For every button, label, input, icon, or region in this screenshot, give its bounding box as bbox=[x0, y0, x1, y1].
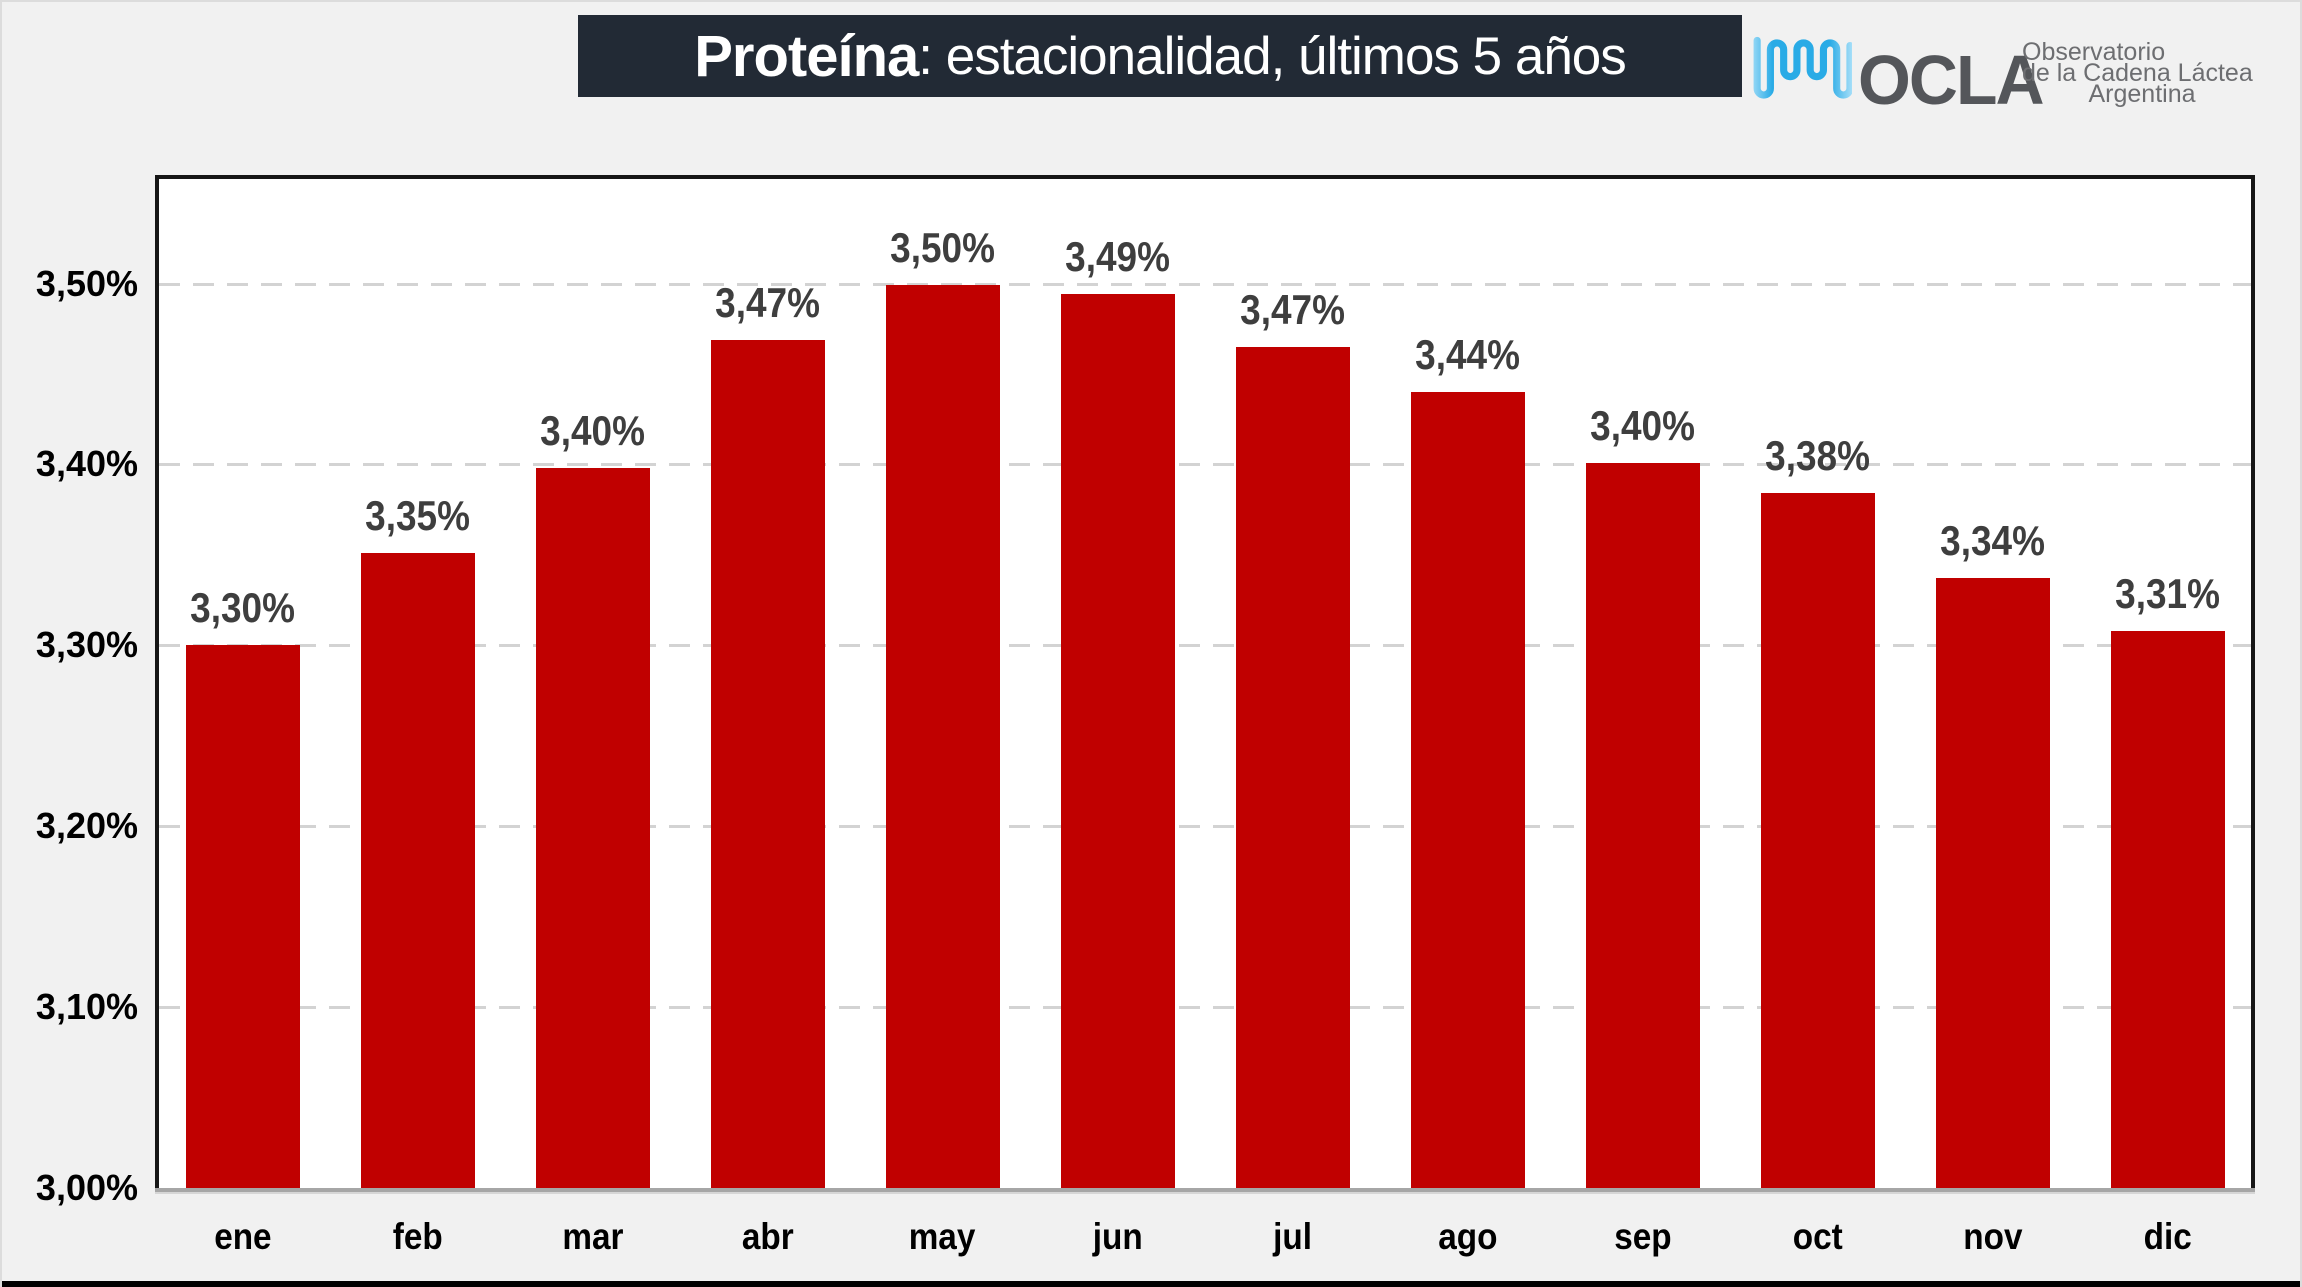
bar-ene bbox=[185, 645, 300, 1188]
bar-chart-plot-area bbox=[155, 175, 2255, 1188]
x-axis-tick-label-may: may bbox=[909, 1216, 976, 1257]
bottom-divider bbox=[2, 1281, 2300, 1287]
gridline-3,50% bbox=[159, 282, 2251, 286]
x-axis-tick-label-abr: abr bbox=[741, 1216, 794, 1257]
bar-value-label-dic: 3,31% bbox=[2115, 569, 2220, 617]
y-axis-tick-label: 3,30% bbox=[35, 624, 138, 666]
tagline-line-2: de la Cadena Láctea bbox=[2022, 59, 2253, 87]
bar-value-label-mar: 3,40% bbox=[540, 407, 645, 455]
gridline-3,20% bbox=[159, 825, 2251, 829]
bar-value-label-may: 3,50% bbox=[890, 224, 995, 272]
gridline-3,40% bbox=[159, 463, 2251, 467]
x-axis-tick-label-jul: jul bbox=[1273, 1216, 1312, 1257]
x-axis-line bbox=[155, 1188, 2255, 1194]
bar-jun bbox=[1060, 294, 1175, 1188]
tagline-line-1: Observatorio bbox=[2022, 38, 2166, 66]
bar-value-label-abr: 3,47% bbox=[715, 278, 820, 326]
bar-value-label-nov: 3,34% bbox=[1940, 517, 2045, 565]
x-axis-tick-label-feb: feb bbox=[392, 1216, 443, 1257]
bar-jul bbox=[1235, 346, 1350, 1188]
title-subtitle: : estacionalidad, últimos 5 años bbox=[918, 26, 1626, 86]
x-axis-tick-label-sep: sep bbox=[1613, 1216, 1672, 1257]
title-highlight: Proteína bbox=[694, 23, 919, 89]
bar-value-label-ago: 3,44% bbox=[1415, 331, 1520, 379]
chart-title-banner: Proteína: estacionalidad, últimos 5 años bbox=[578, 15, 1742, 97]
y-axis-tick-label: 3,40% bbox=[35, 443, 138, 485]
x-axis-tick-label-jun: jun bbox=[1092, 1216, 1143, 1257]
bar-may bbox=[885, 285, 1000, 1188]
ocla-logo-text: OCLA bbox=[1858, 41, 2045, 119]
ocla-logo: OCLA Observatorio de la Cadena Láctea Ar… bbox=[1746, 20, 2286, 130]
bar-oct bbox=[1760, 493, 1875, 1188]
bar-mar bbox=[535, 468, 650, 1188]
bar-feb bbox=[360, 553, 475, 1188]
bar-abr bbox=[710, 339, 825, 1188]
y-axis-tick-label: 3,10% bbox=[35, 986, 138, 1028]
waveform-icon bbox=[1753, 36, 1852, 99]
y-axis-tick-label: 3,20% bbox=[35, 805, 138, 847]
x-axis-tick-label-nov: nov bbox=[1962, 1216, 2023, 1257]
bar-value-label-oct: 3,38% bbox=[1765, 432, 1870, 480]
bar-value-label-feb: 3,35% bbox=[365, 492, 470, 540]
x-axis-tick-label-mar: mar bbox=[561, 1216, 624, 1257]
bar-value-label-ene: 3,30% bbox=[190, 584, 295, 632]
y-axis-tick-label: 3,50% bbox=[35, 262, 138, 304]
y-axis-tick-label: 3,00% bbox=[35, 1167, 138, 1208]
x-axis-tick-label-ene: ene bbox=[213, 1216, 272, 1257]
x-axis-tick-label-ago: ago bbox=[1437, 1216, 1498, 1257]
gridline-3,30% bbox=[159, 644, 2251, 648]
bar-ago bbox=[1410, 392, 1525, 1188]
x-axis-tick-label-dic: dic bbox=[2143, 1216, 2192, 1257]
gridline-3,10% bbox=[159, 1006, 2251, 1010]
bar-value-label-jul: 3,47% bbox=[1240, 285, 1345, 333]
bar-sep bbox=[1585, 462, 1700, 1188]
bar-dic bbox=[2110, 630, 2225, 1188]
x-axis-tick-label-oct: oct bbox=[1792, 1216, 1843, 1257]
bar-value-label-sep: 3,40% bbox=[1590, 401, 1695, 449]
ocla-tagline: Observatorio de la Cadena Láctea Argenti… bbox=[2022, 38, 2262, 108]
tagline-line-3: Argentina bbox=[2088, 80, 2196, 108]
bar-value-label-jun: 3,49% bbox=[1065, 233, 1170, 281]
bar-nov bbox=[1935, 578, 2050, 1188]
